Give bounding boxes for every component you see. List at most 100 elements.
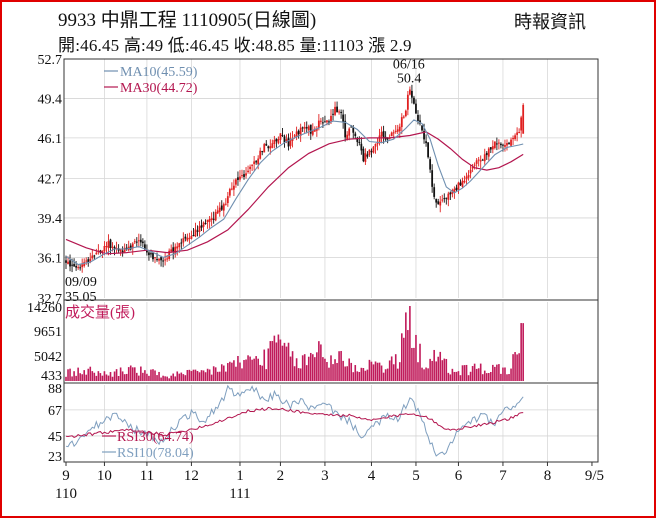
price-tick-label: 36.1 (38, 251, 63, 266)
rsi-tick-label: 88 (48, 382, 62, 397)
candle-up (289, 139, 292, 146)
candle-down (344, 120, 347, 138)
volume-bar (182, 374, 185, 381)
volume-bar (439, 351, 442, 381)
volume-bar (320, 344, 322, 381)
volume-bar (156, 375, 158, 381)
volume-bar (479, 363, 482, 381)
candle-down (423, 130, 425, 140)
volume-bar (463, 365, 466, 381)
volume-bar (405, 312, 407, 381)
candle-up (522, 105, 525, 134)
candle-up (176, 246, 179, 249)
candle-up (111, 246, 114, 248)
volume-bar (172, 373, 175, 381)
volume-bar (394, 354, 397, 381)
candle-down (87, 259, 90, 264)
candle-down (433, 187, 436, 197)
rsi30-line (65, 406, 524, 438)
candle-up (404, 110, 407, 117)
volume-bar (316, 352, 318, 381)
candle-up (154, 257, 156, 259)
candle-up (439, 201, 442, 206)
candle-down (336, 106, 338, 113)
candle-up (158, 258, 160, 261)
x-tick-label: 8 (544, 468, 552, 484)
candle-down (109, 239, 112, 248)
volume-bar (229, 361, 231, 381)
candle-up (396, 129, 399, 132)
volume-bar (99, 373, 102, 381)
volume-bar (467, 375, 470, 381)
candle-up (235, 179, 237, 185)
candle-up (208, 218, 211, 222)
volume-bar (77, 367, 79, 381)
volume-bar (328, 367, 330, 381)
volume-bar (370, 361, 373, 381)
volume-bar (140, 366, 142, 381)
legend-rsi30: RSI30(64.74) (117, 430, 194, 445)
candle-up (107, 241, 110, 249)
candle-down (212, 218, 215, 220)
volume-bar (514, 352, 516, 381)
volume-bar (233, 360, 235, 381)
candle-down (301, 127, 304, 129)
volume-bar (188, 369, 191, 381)
candle-up (245, 173, 247, 176)
annotation-high-value: 50.4 (397, 71, 422, 86)
candle-down (65, 260, 67, 263)
candle-up (408, 89, 411, 95)
volume-bar (67, 369, 69, 381)
rsi10-line (65, 384, 524, 457)
candle-up (194, 229, 197, 237)
candle-down (135, 241, 138, 243)
candle-down (332, 113, 334, 115)
candle-up (313, 128, 316, 132)
volume-bar (322, 357, 324, 381)
volume-bar (293, 366, 296, 381)
candle-up (402, 116, 405, 118)
candle-up (447, 193, 450, 200)
volume-bar (378, 362, 381, 381)
volume-bar (196, 370, 199, 381)
volume-bar (131, 367, 134, 381)
candle-down (421, 125, 423, 131)
candle-up (251, 164, 254, 166)
volume-bar (212, 366, 215, 381)
candle-up (457, 182, 460, 190)
candle-down (481, 159, 484, 161)
candle-down (73, 264, 75, 267)
volume-bar (93, 372, 96, 381)
candle-up (348, 128, 351, 136)
volume-bar (245, 359, 247, 381)
volume-bar (269, 341, 272, 381)
candle-up (295, 131, 298, 137)
candle-up (516, 132, 519, 135)
volume-bar (384, 369, 387, 381)
candle-down (495, 143, 498, 145)
volume-bar (295, 358, 298, 381)
candle-up (372, 146, 375, 153)
x-tick-label: 4 (368, 468, 376, 484)
candle-down (425, 141, 427, 144)
volume-bar (496, 364, 498, 381)
volume-bar (109, 372, 112, 381)
candle-down (360, 143, 363, 151)
candle-up (188, 237, 191, 239)
volume-bar (506, 374, 508, 381)
volume-bar (364, 370, 367, 381)
candle-down (200, 225, 203, 228)
candle-up (105, 246, 108, 248)
candle-down (459, 182, 462, 186)
candle-up (249, 166, 251, 170)
volume-bar (500, 373, 502, 381)
candle-up (398, 126, 401, 132)
x-tick-label: 11 (140, 468, 154, 484)
volume-bar (85, 374, 88, 381)
candle-down (297, 130, 300, 135)
volume-bar (417, 362, 419, 381)
candle-up (233, 185, 235, 190)
volume-panel (65, 306, 524, 381)
volume-bar (127, 367, 130, 381)
volume-bar (267, 348, 270, 381)
